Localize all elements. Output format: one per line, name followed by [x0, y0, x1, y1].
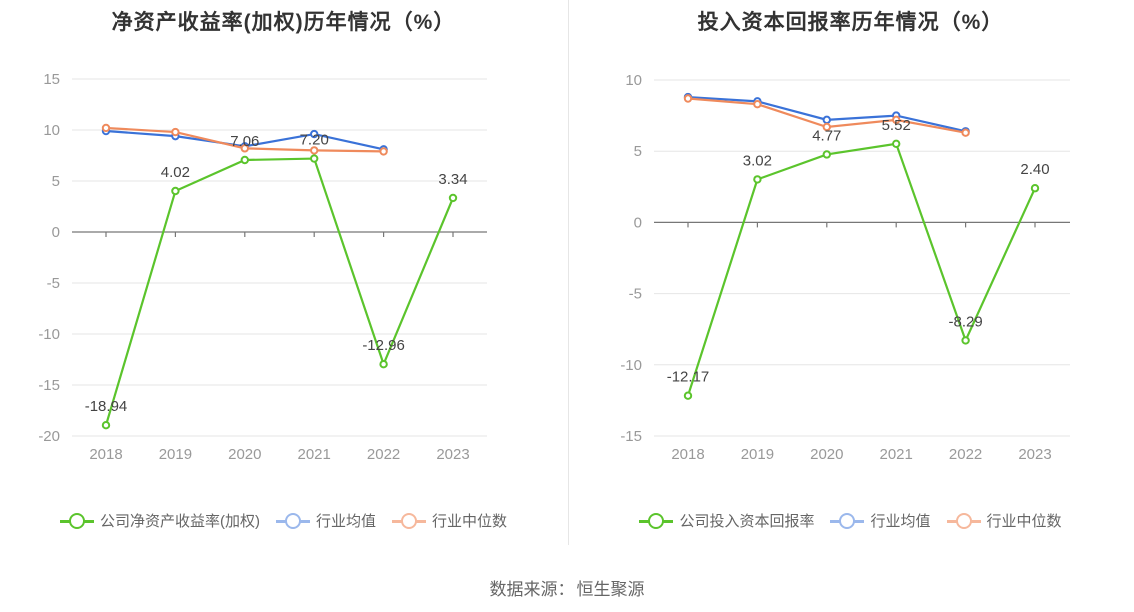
y-tick-label: 0	[634, 214, 642, 231]
y-tick-label: -10	[38, 326, 60, 343]
x-tick-label: 2019	[159, 446, 192, 463]
x-tick-label: 2022	[949, 446, 982, 463]
x-tick-label: 2020	[810, 446, 843, 463]
chart-title: 投入资本回报率历年情况（%）	[697, 11, 1004, 34]
legend-item-median[interactable]: 行业中位数	[946, 510, 1062, 531]
legend-item-avg[interactable]: 行业均值	[275, 510, 376, 531]
data-point-company	[448, 193, 458, 203]
y-tick-label: -15	[38, 377, 60, 394]
data-label: 2.40	[1020, 161, 1049, 178]
y-tick-label: -15	[620, 428, 642, 445]
x-tick-label: 2023	[436, 446, 469, 463]
data-label: 7.06	[230, 133, 259, 150]
data-label: 4.77	[812, 127, 841, 144]
data-point-avg	[310, 129, 319, 139]
data-point-median	[753, 100, 762, 109]
x-tick-label: 2020	[228, 446, 261, 463]
x-tick-label: 2022	[367, 446, 400, 463]
data-point-median	[240, 144, 250, 153]
data-label: -18.94	[85, 398, 128, 415]
data-point-company	[171, 186, 180, 196]
data-label: 7.20	[300, 132, 329, 149]
legend-item-median[interactable]: 行业中位数	[392, 510, 507, 531]
y-tick-label: -5	[47, 275, 60, 292]
data-point-median	[961, 128, 970, 137]
legend-line-circle-icon	[946, 512, 981, 529]
legend-label: 行业均值	[870, 513, 931, 530]
legend-line-circle-icon	[639, 512, 674, 529]
legend-item-company[interactable]: 公司净资产收益率(加权)	[59, 510, 260, 531]
chart-legend: 公司投入资本回报率 行业均值 行业中位数	[567, 510, 1134, 531]
roe-chart-plot: 15 10 5 0 -5 -10 -15 -20 2018 2019 2020 2021 2022 202…	[38, 71, 487, 463]
data-point-company	[683, 391, 693, 400]
y-tick-label: -20	[38, 428, 60, 445]
y-tick-label: -5	[629, 286, 642, 303]
y-tick-label: 5	[634, 143, 642, 160]
data-label: 4.02	[161, 164, 190, 181]
data-label: -8.29	[948, 313, 982, 330]
data-point-company	[1030, 184, 1040, 193]
data-point-company	[753, 175, 762, 184]
legend-line-circle-icon	[830, 512, 865, 529]
x-tick-label: 2021	[298, 446, 331, 463]
data-label: 3.02	[743, 152, 772, 169]
y-tick-label: 10	[625, 72, 642, 89]
data-source: 数据来源： 恒生聚源	[0, 575, 1134, 600]
legend-line-circle-icon	[275, 512, 310, 529]
legend-line-circle-icon	[59, 512, 94, 529]
data-point-median	[822, 122, 831, 132]
data-point-avg	[822, 115, 831, 125]
x-tick-label: 2023	[1018, 446, 1051, 463]
data-point-company	[379, 359, 388, 369]
y-tick-label: 5	[52, 173, 60, 190]
y-tick-label: 10	[43, 122, 60, 139]
data-point-median	[683, 94, 693, 103]
x-tick-label: 2018	[671, 446, 704, 463]
chart-legend: 公司净资产收益率(加权) 行业均值 行业中位数	[0, 510, 567, 531]
data-label: 3.34	[438, 171, 467, 188]
series-line-company	[104, 157, 455, 426]
data-point-median	[892, 115, 901, 125]
panel-divider	[568, 0, 569, 545]
x-tick-label: 2021	[880, 446, 913, 463]
data-label: 5.52	[882, 117, 911, 134]
roic-chart-plot: 10 5 0 -5 -10 -15 2018 2019 2020 2021 2022 2023 -12.…	[620, 72, 1070, 463]
legend-label: 公司投入资本回报率	[679, 513, 815, 530]
y-tick-label: 15	[43, 71, 60, 88]
legend-label: 行业均值	[315, 513, 376, 530]
legend-label: 公司净资产收益率(加权)	[99, 513, 260, 530]
y-tick-label: 0	[52, 224, 60, 241]
roic-chart-panel: 投入资本回报率历年情况（%） 10 5 0 -5 -10 -15 2018 2019 2020 2…	[567, 0, 1134, 560]
legend-item-avg[interactable]: 行业均值	[830, 510, 931, 531]
data-point-company	[892, 139, 901, 148]
data-point-median	[379, 147, 388, 156]
data-point-company	[961, 336, 970, 345]
legend-line-circle-icon	[392, 512, 426, 529]
x-tick-label: 2019	[741, 446, 774, 463]
data-label: -12.96	[362, 337, 405, 354]
legend-item-company[interactable]: 公司投入资本回报率	[639, 510, 814, 531]
legend-label: 行业中位数	[432, 513, 508, 530]
data-point-company	[101, 420, 111, 430]
data-point-median	[310, 146, 319, 155]
series-line-company	[686, 142, 1037, 397]
data-point-median	[171, 127, 180, 137]
legend-label: 行业中位数	[986, 513, 1062, 530]
data-label: -12.17	[667, 369, 710, 386]
data-point-company	[822, 150, 831, 159]
data-point-company	[240, 155, 250, 165]
y-tick-label: -10	[620, 357, 642, 374]
chart-title: 净资产收益率(加权)历年情况（%）	[111, 11, 456, 34]
x-tick-label: 2018	[89, 446, 122, 463]
data-point-median	[101, 123, 111, 133]
data-point-company	[310, 154, 319, 163]
data-source-value: 恒生聚源	[576, 580, 645, 599]
data-source-label: 数据来源：	[489, 580, 575, 599]
roe-chart-panel: 净资产收益率(加权)历年情况（%） 15 10 5 0 -5 -10 -15 -20 2018 2…	[0, 0, 567, 560]
